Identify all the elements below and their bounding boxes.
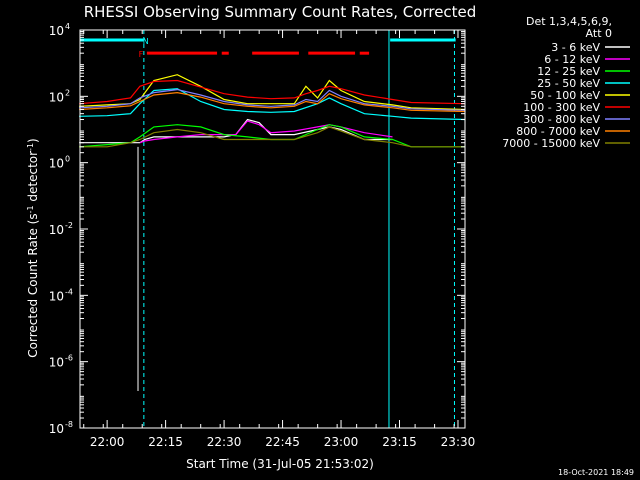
series-line — [79, 88, 466, 121]
series-line — [79, 126, 465, 148]
legend-label: 25 - 50 keV — [537, 77, 600, 90]
timestamp: 18-Oct-2021 18:49 — [558, 468, 634, 477]
legend-header: Det 1,3,4,5,6,9, — [526, 15, 612, 28]
series-line — [79, 91, 466, 113]
x-tick-label: 23:30 — [441, 435, 476, 449]
series-line — [79, 74, 466, 111]
x-tick-label: 22:30 — [207, 435, 242, 449]
y-tick-label: 10 — [49, 24, 64, 38]
legend-label: 6 - 12 keV — [544, 53, 600, 66]
series-line — [79, 79, 466, 105]
y-tick-label: 10 — [49, 356, 64, 370]
legend-header: Att 0 — [586, 27, 612, 40]
x-tick-label: 22:45 — [265, 435, 300, 449]
legend-label: 7000 - 15000 keV — [502, 137, 600, 150]
y-tick-exponent: 2 — [65, 88, 70, 97]
y-tick-exponent: 4 — [65, 22, 70, 31]
x-axis-label: Start Time (31-Jul-05 21:53:02) — [186, 457, 374, 471]
x-tick-label: 22:15 — [148, 435, 183, 449]
legend-label: 100 - 300 keV — [523, 101, 600, 114]
y-tick-label: 10 — [49, 289, 64, 303]
flag-label: N — [143, 37, 149, 46]
legend-label: 12 - 25 keV — [537, 65, 600, 78]
chart-title: RHESSI Observing Summary Count Rates, Co… — [84, 3, 477, 21]
y-tick-exponent: -6 — [65, 354, 73, 363]
x-tick-label: 23:15 — [382, 435, 417, 449]
y-tick-exponent: 0 — [65, 155, 70, 164]
y-tick-label: 10 — [49, 223, 64, 237]
y-tick-label: 10 — [49, 157, 64, 171]
y-tick-exponent: -2 — [65, 221, 73, 230]
y-tick-label: 10 — [49, 422, 64, 436]
y-axis-label: Corrected Count Rate (s-1 detector-1) — [26, 138, 41, 357]
series-line — [79, 88, 466, 111]
y-tick-exponent: -4 — [65, 287, 73, 296]
flag-label: F — [139, 50, 144, 59]
legend-label: 800 - 7000 keV — [516, 125, 600, 138]
x-tick-label: 22:00 — [90, 435, 125, 449]
legend-label: 3 - 6 keV — [551, 41, 600, 54]
series-line — [79, 124, 465, 148]
legend-label: 300 - 800 keV — [523, 113, 600, 126]
y-tick-label: 10 — [49, 90, 64, 104]
y-tick-exponent: -8 — [65, 420, 73, 429]
x-tick-label: 23:00 — [324, 435, 359, 449]
legend-label: 50 - 100 keV — [530, 89, 600, 102]
plot-area: FN — [79, 30, 466, 428]
